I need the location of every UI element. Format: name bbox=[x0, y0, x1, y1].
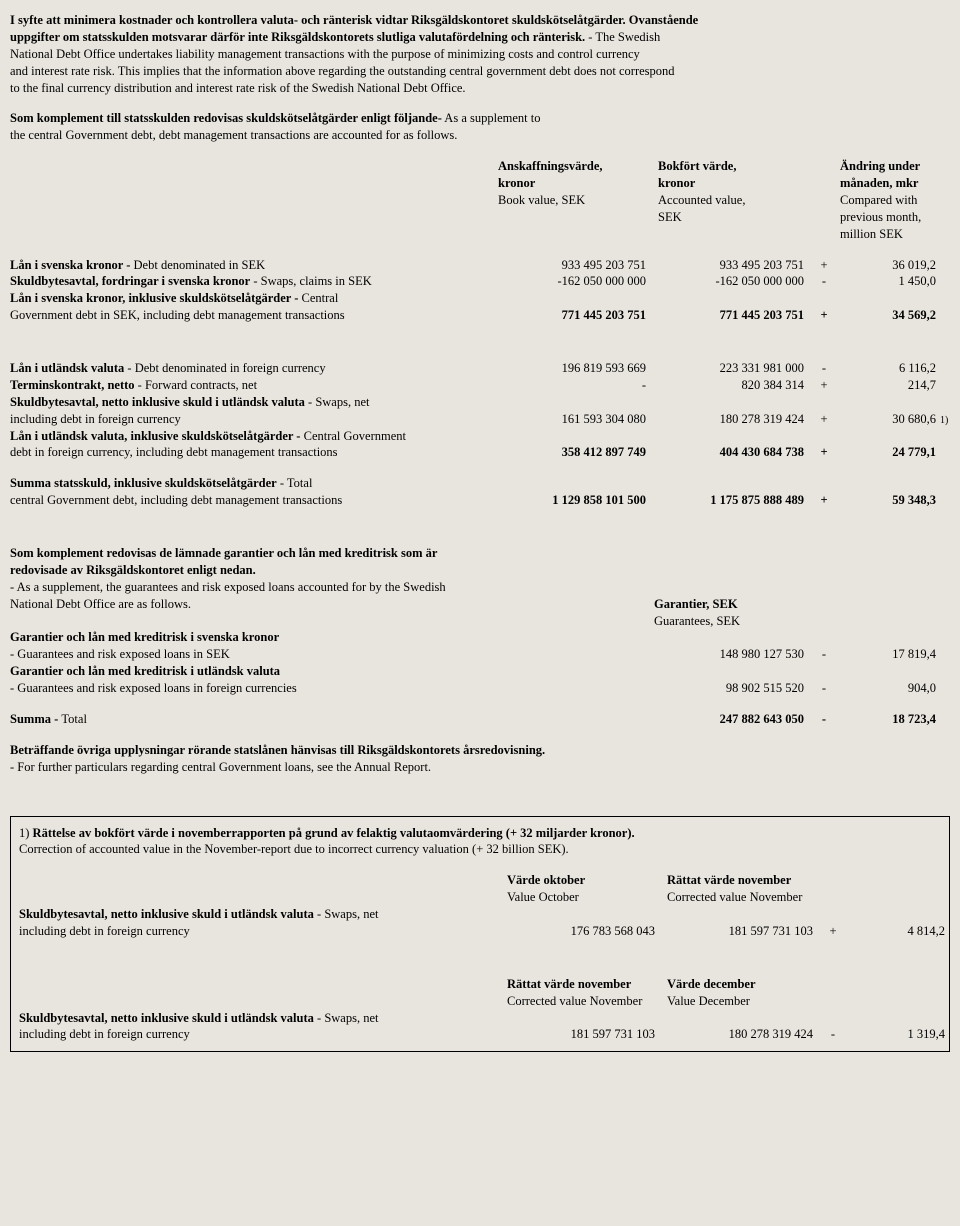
header-accounted-value: kronor bbox=[656, 175, 816, 192]
intro-text: uppgifter om statsskulden motsvarar därf… bbox=[10, 29, 660, 46]
header-book-value: Anskaffningsvärde, bbox=[496, 158, 656, 175]
closing-text: - For further particulars regarding cent… bbox=[10, 759, 431, 776]
table-row: Government debt in SEK, including debt m… bbox=[10, 307, 950, 324]
header-corrected-november: Rättat värde november bbox=[505, 976, 665, 993]
table-row: - Guarantees and risk exposed loans in f… bbox=[10, 680, 950, 697]
header-value-october: Värde oktober bbox=[505, 872, 665, 889]
header-book-value: kronor bbox=[496, 175, 656, 192]
header-book-value: Book value, SEK bbox=[496, 192, 656, 209]
table-row: Lån i svenska kronor, inklusive skuldskö… bbox=[10, 290, 950, 307]
header-accounted-value: Bokfört värde, bbox=[656, 158, 816, 175]
header-change: månaden, mkr bbox=[840, 175, 940, 192]
intro-text: to the final currency distribution and i… bbox=[10, 80, 466, 97]
table-row: Skuldbytesavtal, netto inklusive skuld i… bbox=[19, 906, 941, 923]
table-row: including debt in foreign currency 181 5… bbox=[19, 1026, 941, 1043]
footnote-text: Correction of accounted value in the Nov… bbox=[19, 841, 569, 858]
table-row-total: central Government debt, including debt … bbox=[10, 492, 950, 509]
header-corrected-november: Rättat värde november bbox=[665, 872, 825, 889]
table-row: Lån i utländsk valuta - Debt denominated… bbox=[10, 360, 950, 377]
header-change: previous month, bbox=[840, 209, 940, 226]
header-change: Compared with bbox=[840, 192, 940, 209]
footnote-box: 1) Rättelse av bokfört värde i novemberr… bbox=[10, 816, 950, 1053]
intro-text: the central Government debt, debt manage… bbox=[10, 127, 457, 144]
intro-text: and interest rate risk. This implies tha… bbox=[10, 63, 675, 80]
header-guarantees: Garantier, SEK bbox=[654, 596, 812, 613]
table-row: Summa statsskuld, inklusive skuldskötsel… bbox=[10, 475, 950, 492]
header-value-october: Value October bbox=[505, 889, 665, 906]
header-change: Ändring under bbox=[840, 158, 940, 175]
closing-text: Beträffande övriga upplysningar rörande … bbox=[10, 742, 545, 759]
table-row: Lån i svenska kronor - Debt denominated … bbox=[10, 257, 950, 274]
supp-text: redovisade av Riksgäldskontoret enligt n… bbox=[10, 562, 256, 579]
header-corrected-november: Corrected value November bbox=[505, 993, 665, 1010]
footnote-text: 1) Rättelse av bokfört värde i novemberr… bbox=[19, 825, 635, 842]
header-corrected-november: Corrected value November bbox=[665, 889, 825, 906]
table-row: including debt in foreign currency 176 7… bbox=[19, 923, 941, 940]
table-row-total: Summa - Total 247 882 643 050 - 18 723,4 bbox=[10, 711, 950, 728]
table-row: debt in foreign currency, including debt… bbox=[10, 444, 950, 461]
supp-text: - As a supplement, the guarantees and ri… bbox=[10, 579, 446, 596]
header-guarantees: Guarantees, SEK bbox=[654, 613, 812, 630]
table-row: Terminskontrakt, netto - Forward contrac… bbox=[10, 377, 950, 394]
header-change: million SEK bbox=[840, 226, 940, 243]
header-value-december: Value December bbox=[665, 993, 825, 1010]
table-row: Skuldbytesavtal, fordringar i svenska kr… bbox=[10, 273, 950, 290]
footnote-ref: 1) bbox=[936, 414, 960, 428]
intro-text: Som komplement till statsskulden redovis… bbox=[10, 110, 540, 127]
header-accounted-value: Accounted value, bbox=[656, 192, 816, 209]
table-row: Skuldbytesavtal, netto inklusive skuld i… bbox=[10, 394, 950, 411]
table-row: Lån i utländsk valuta, inklusive skuldsk… bbox=[10, 428, 950, 445]
intro-text: I syfte att minimera kostnader och kontr… bbox=[10, 12, 698, 29]
table-row: Guarantees, SEK bbox=[10, 613, 950, 630]
table-row: - Guarantees and risk exposed loans in S… bbox=[10, 646, 950, 663]
table-row: Skuldbytesavtal, netto inklusive skuld i… bbox=[19, 1010, 941, 1027]
guarantee-heading: Garantier och lån med kreditrisk i svens… bbox=[10, 629, 279, 646]
header-value-december: Värde december bbox=[665, 976, 825, 993]
guarantee-heading: Garantier och lån med kreditrisk i utlän… bbox=[10, 663, 280, 680]
supp-text: Som komplement redovisas de lämnade gara… bbox=[10, 545, 437, 562]
table-row: National Debt Office are as follows. Gar… bbox=[10, 596, 950, 613]
header-accounted-value: SEK bbox=[656, 209, 816, 226]
table-row: including debt in foreign currency 161 5… bbox=[10, 411, 950, 428]
intro-text: National Debt Office undertakes liabilit… bbox=[10, 46, 640, 63]
